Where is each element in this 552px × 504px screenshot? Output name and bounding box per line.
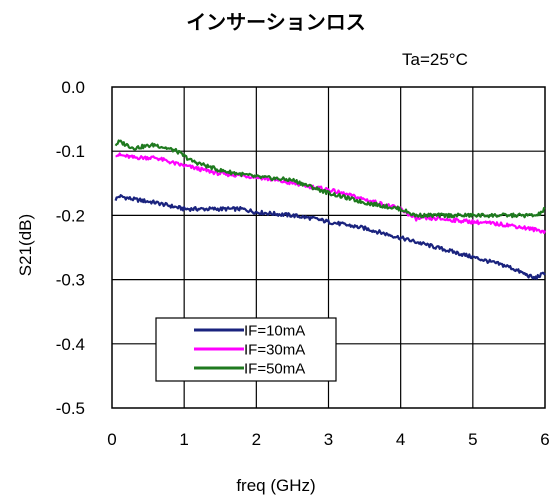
chart-title: インサーションロス (186, 10, 366, 34)
y-tick-label: -0.2 (56, 206, 85, 225)
series-line-if-50ma (114, 139, 546, 219)
y-tick-label: 0.0 (61, 78, 85, 97)
x-tick-label: 2 (252, 430, 261, 449)
x-tick-label: 4 (396, 430, 405, 449)
x-tick-label: 0 (107, 430, 116, 449)
y-tick-label: -0.1 (56, 142, 85, 161)
y-tick-label: -0.5 (56, 399, 85, 418)
x-tick-label: 3 (324, 430, 333, 449)
y-tick-label: -0.4 (56, 335, 85, 354)
legend-label: IF=10mA (244, 323, 305, 340)
temperature-annotation: Ta=25°C (402, 50, 468, 69)
legend-box (155, 317, 337, 382)
x-axis-label: freq (GHz) (236, 476, 316, 495)
x-tick-label: 6 (540, 430, 549, 449)
series-line-if-10ma (114, 194, 546, 280)
legend-label: IF=30mA (244, 342, 305, 359)
x-tick-label: 5 (468, 430, 477, 449)
y-tick-label: -0.3 (56, 271, 85, 290)
legend-label: IF=50mA (244, 361, 305, 378)
x-tick-label: 1 (179, 430, 188, 449)
